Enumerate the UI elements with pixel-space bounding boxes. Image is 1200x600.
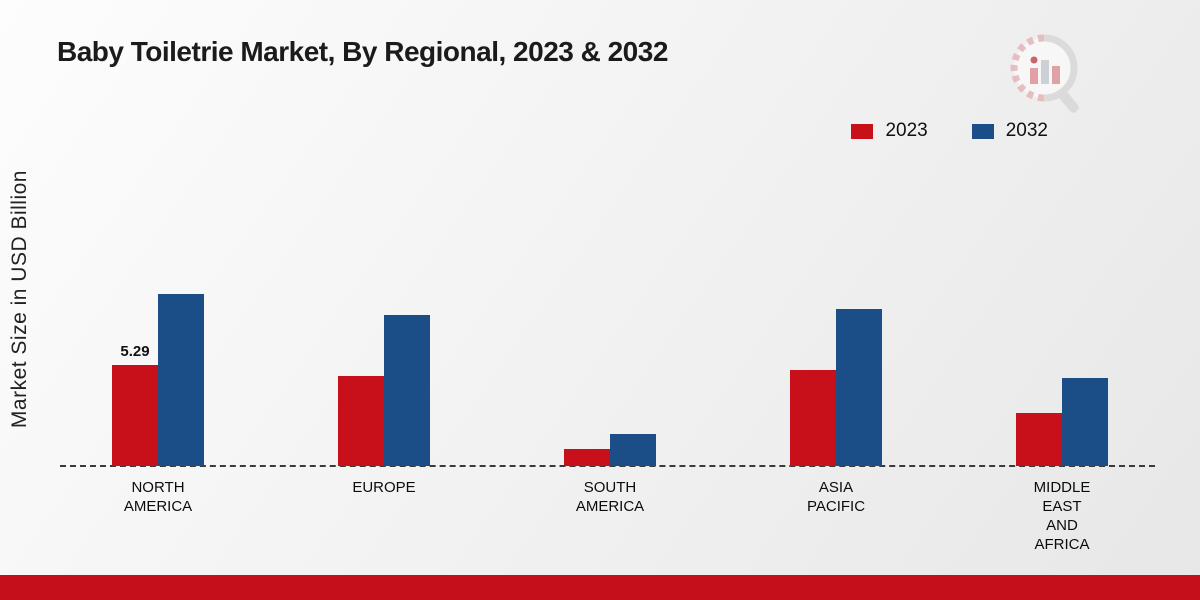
bar-2023-asia-pacific: [790, 370, 836, 466]
bars: [790, 309, 882, 466]
bars: [338, 315, 430, 466]
bar-group-middle-east-and-africa: MIDDLE EAST AND AFRICA: [1016, 378, 1108, 553]
legend: 2023 2032: [851, 120, 1048, 142]
brand-logo-icon: [1010, 34, 1079, 113]
legend-label-2032: 2032: [1005, 120, 1048, 141]
zero-baseline: [60, 465, 1155, 467]
category-label: ASIA PACIFIC: [806, 479, 866, 515]
bar-group-asia-pacific: ASIA PACIFIC: [790, 309, 882, 515]
legend-swatch-2023: [851, 123, 874, 139]
bar-2023-south-america: [564, 449, 610, 466]
plot-area: 5.29 NORTH AMERICA EUROPE SOUTH AMERICA ASIA PA…: [45, 206, 1175, 553]
y-axis-label: Market Size in USD Billion: [8, 170, 31, 429]
category-label: MIDDLE EAST AND AFRICA: [1033, 479, 1091, 553]
bars: [564, 434, 656, 466]
bars: [1016, 378, 1108, 466]
bar-2023-europe: [338, 376, 384, 466]
bar-2032-europe: [384, 315, 430, 466]
bar-value-label: 5.29: [120, 343, 150, 360]
bar-2032-middle-east-and-africa: [1062, 378, 1108, 466]
bar-2032-south-america: [610, 434, 656, 466]
legend-label-2023: 2023: [885, 120, 928, 141]
bar-group-south-america: SOUTH AMERICA: [564, 434, 656, 515]
footer-strip: [0, 575, 1200, 600]
bar-2032-asia-pacific: [836, 309, 882, 466]
bars: 5.29: [112, 294, 204, 466]
legend-item-2032: 2032: [971, 120, 1048, 142]
bar-group-north-america: 5.29 NORTH AMERICA: [112, 294, 204, 515]
legend-swatch-2032: [971, 123, 994, 139]
bar-group-europe: EUROPE: [338, 315, 430, 496]
category-label: NORTH AMERICA: [123, 479, 193, 515]
legend-item-2023: 2023: [851, 120, 928, 142]
chart-title: Baby Toiletrie Market, By Regional, 2023…: [57, 36, 668, 67]
bar-2023-north-america: 5.29: [112, 343, 158, 466]
category-label: SOUTH AMERICA: [575, 479, 645, 515]
category-label: EUROPE: [352, 479, 416, 496]
bar-2032-north-america: [158, 294, 204, 466]
bar-2023-middle-east-and-africa: [1016, 413, 1062, 466]
